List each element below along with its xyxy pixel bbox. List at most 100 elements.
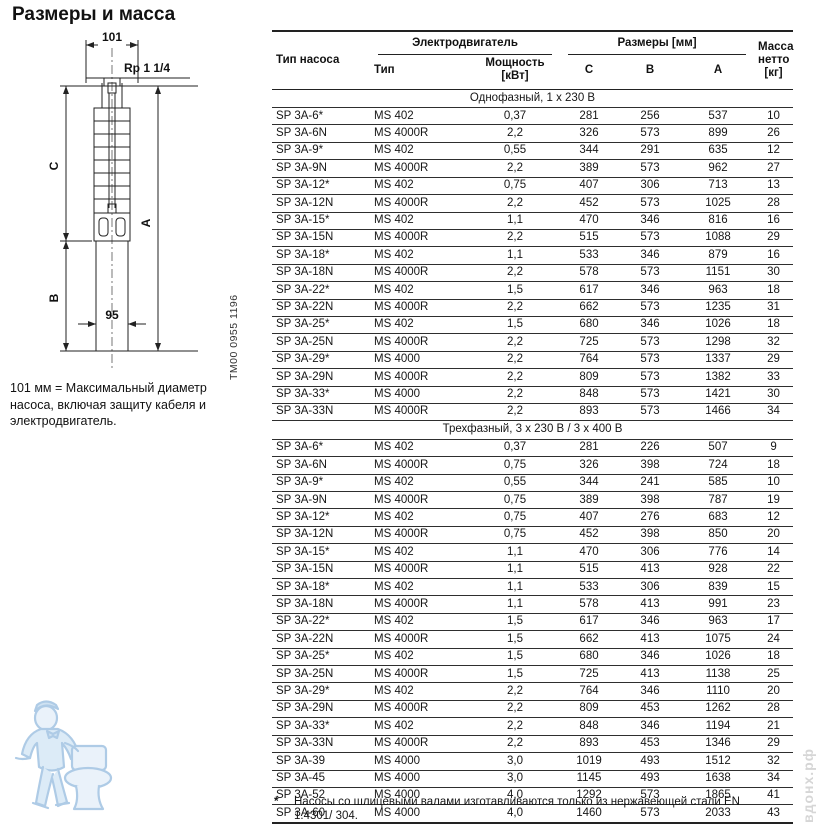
motor-type-cell: MS 4000R xyxy=(370,159,470,178)
table-body: Однофазный, 1 x 230 В SP 3A-6* MS 402 0,37 2… xyxy=(272,89,794,824)
pump-type-cell: SP 3A-33* xyxy=(272,717,370,736)
dim-a-cell: 1088 xyxy=(682,229,755,248)
table-row: SP 3A-15* MS 402 1,1 470 346 816 16 xyxy=(272,212,794,230)
dim-c-cell: 893 xyxy=(560,735,619,754)
pump-type-cell: SP 3A-29N xyxy=(272,700,370,719)
power-cell: 2,2 xyxy=(470,159,561,178)
pump-type-cell: SP 3A-25N xyxy=(272,665,370,684)
pump-type-cell: SP 3A-18* xyxy=(272,246,370,265)
motor-type-cell: MS 402 xyxy=(370,142,470,161)
dim-a-cell: 1151 xyxy=(682,264,755,283)
mass-cell: 32 xyxy=(754,752,794,771)
table-row: SP 3A-18N MS 4000R 2,2 578 573 1151 30 xyxy=(272,264,794,283)
dim-c-cell: 281 xyxy=(560,439,619,458)
pump-type-cell: SP 3A-29* xyxy=(272,351,370,370)
mass-cell: 28 xyxy=(754,194,794,213)
dim-b-cell: 573 xyxy=(618,351,683,370)
table-row: SP 3A-18* MS 402 1,1 533 306 839 15 xyxy=(272,578,794,597)
power-cell: 1,1 xyxy=(470,246,561,265)
dim-b-cell: 573 xyxy=(618,159,683,178)
pump-type-cell: SP 3A-12N xyxy=(272,526,370,545)
power-cell: 2,2 xyxy=(470,403,561,422)
power-cell: 3,0 xyxy=(470,770,561,788)
motor-type-cell: MS 4000R xyxy=(370,700,470,719)
mass-cell: 18 xyxy=(754,648,794,667)
col-header-power: Мощность [кВт] xyxy=(485,57,545,83)
motor-type-cell: MS 4000 xyxy=(370,804,470,824)
table-row: SP 3A-9N MS 4000R 0,75 389 398 787 19 xyxy=(272,491,794,510)
motor-type-cell: MS 4000R xyxy=(370,735,470,754)
power-cell: 0,75 xyxy=(470,491,561,510)
dim-a-cell: 635 xyxy=(682,142,755,161)
dim-a-cell: 963 xyxy=(682,613,755,632)
pump-dimension-drawing: 101 Rp 1 1/4 C B A 95 xyxy=(47,30,198,370)
dim-c-cell: 344 xyxy=(560,474,619,493)
motor-type-cell: MS 4000R xyxy=(370,403,470,422)
mass-cell: 29 xyxy=(754,351,794,370)
table-row: SP 3A-6* MS 402 0,37 281 256 537 10 xyxy=(272,107,794,126)
dim-c-cell: 809 xyxy=(560,368,619,387)
table-row: SP 3A-6N MS 4000R 0,75 326 398 724 18 xyxy=(272,456,794,475)
plumber-cartoon-watermark xyxy=(14,700,113,811)
power-cell: 1,5 xyxy=(470,613,561,632)
table-row: SP 3A-29* MS 4000 2,2 764 573 1337 29 xyxy=(272,351,794,370)
motor-type-cell: MS 4000R xyxy=(370,665,470,684)
table-row: SP 3A-15N MS 4000R 2,2 515 573 1088 29 xyxy=(272,229,794,248)
mass-cell: 34 xyxy=(754,403,794,422)
power-cell: 0,75 xyxy=(470,177,561,196)
dim-b-cell: 573 xyxy=(618,229,683,248)
mass-cell: 22 xyxy=(754,561,794,580)
motor-type-cell: MS 4000R xyxy=(370,194,470,213)
dim-b-cell: 291 xyxy=(618,142,683,161)
motor-type-cell: MS 402 xyxy=(370,682,470,701)
table-row: SP 3A-33N MS 4000R 2,2 893 573 1466 34 xyxy=(272,403,794,422)
dim-a-cell: 1110 xyxy=(682,682,755,701)
table-row: SP 3A-6N MS 4000R 2,2 326 573 899 26 xyxy=(272,124,794,143)
power-cell: 2,2 xyxy=(470,717,561,736)
dim-b-cell: 573 xyxy=(618,194,683,213)
dim-a-cell: 1138 xyxy=(682,665,755,684)
mass-cell: 29 xyxy=(754,229,794,248)
mass-cell: 10 xyxy=(754,474,794,493)
dim-b-cell: 346 xyxy=(618,613,683,632)
dim-c-cell: 1292 xyxy=(560,787,619,806)
power-cell: 2,2 xyxy=(470,682,561,701)
mass-cell: 26 xyxy=(754,124,794,143)
motor-type-cell: MS 402 xyxy=(370,508,470,527)
motor-type-cell: MS 402 xyxy=(370,613,470,632)
dim-b-cell: 398 xyxy=(618,491,683,510)
motor-type-cell: MS 4000R xyxy=(370,333,470,352)
dim-b-cell: 573 xyxy=(618,386,683,404)
table-row: SP 3A-29* MS 402 2,2 764 346 1110 20 xyxy=(272,682,794,701)
power-cell: 1,1 xyxy=(470,595,561,614)
table-row: SP 3A-52 MS 4000 4,0 1292 573 1865 41 xyxy=(272,787,794,806)
motor-type-cell: MS 402 xyxy=(370,281,470,300)
dim-c-cell: 515 xyxy=(560,561,619,580)
dim-a-cell: 1194 xyxy=(682,717,755,736)
power-cell: 0,75 xyxy=(470,526,561,545)
power-cell: 0,37 xyxy=(470,439,561,458)
dim-c-cell: 680 xyxy=(560,316,619,335)
dim-c-cell: 533 xyxy=(560,246,619,265)
motor-type-cell: MS 4000R xyxy=(370,526,470,545)
dim-a-cell: 963 xyxy=(682,281,755,300)
dim-b-cell: 573 xyxy=(618,787,683,806)
table-row: SP 3A-12* MS 402 0,75 407 306 713 13 xyxy=(272,177,794,196)
dim-c-cell: 452 xyxy=(560,526,619,545)
pump-type-cell: SP 3A-33N xyxy=(272,403,370,422)
pump-type-cell: SP 3A-29* xyxy=(272,682,370,701)
table-row: SP 3A-15N MS 4000R 1,1 515 413 928 22 xyxy=(272,561,794,580)
power-cell: 1,1 xyxy=(470,578,561,597)
pump-type-cell: SP 3A-22* xyxy=(272,281,370,300)
power-cell: 2,2 xyxy=(470,735,561,754)
table-row: SP 3A-9* MS 402 0,55 344 291 635 12 xyxy=(272,142,794,161)
dim-b-cell: 346 xyxy=(618,648,683,667)
power-cell: 1,1 xyxy=(470,561,561,580)
motor-type-cell: MS 4000R xyxy=(370,456,470,475)
dimensions-table: Тип насоса Электродвигатель Размеры [мм]… xyxy=(272,30,793,824)
mass-cell: 31 xyxy=(754,299,794,317)
pump-type-cell: SP 3A-45 xyxy=(272,770,370,788)
pump-type-cell: SP 3A-9N xyxy=(272,491,370,510)
mass-cell: 16 xyxy=(754,246,794,265)
dim-c-cell: 515 xyxy=(560,229,619,248)
